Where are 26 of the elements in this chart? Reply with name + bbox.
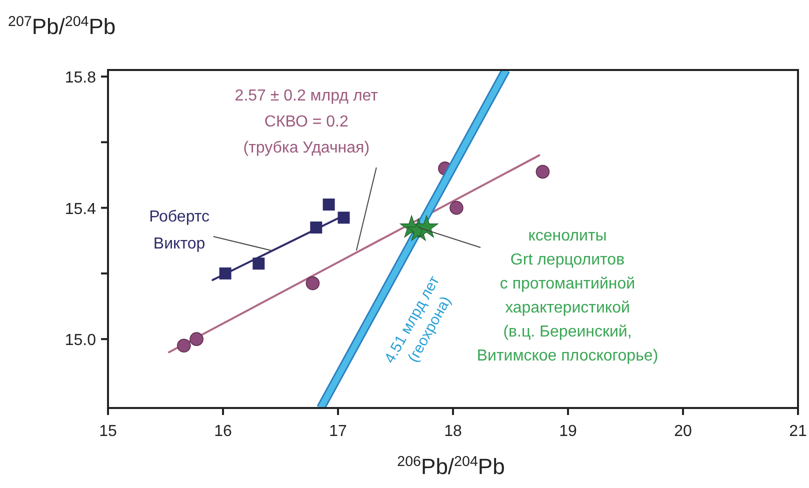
y-tick-label: 15.0 — [64, 332, 96, 350]
annotation: ксенолиты Grt лерцолитов с протомантийной характеристикой (в.ц. Береинский, Витимское плоскогорье) — [476, 228, 658, 365]
annotation: 2.57 ± 0.2 млрд лет СКВО = 0.2 (трубка Удачная) — [234, 87, 379, 156]
point — [338, 212, 350, 224]
point — [177, 338, 191, 353]
x-tick-label: 20 — [674, 423, 692, 440]
point — [322, 198, 335, 211]
point — [450, 200, 464, 215]
y-tick-label: 15.8 — [64, 70, 96, 87]
x-tick-label: 19 — [559, 423, 577, 440]
x-axis-title: $^{206}$Pb/$^{204}$Pb — [397, 454, 505, 479]
point — [414, 215, 438, 238]
y-axis-title: $^{207}$Pb/$^{204}$Pb — [8, 14, 116, 39]
y-tick-label: 15.4 — [64, 200, 96, 218]
x-tick-label: 16 — [214, 423, 232, 440]
x-tick-label: 21 — [789, 423, 807, 440]
annotation: Робертс Виктор — [149, 208, 210, 252]
point — [306, 276, 320, 290]
x-tick-label: 17 — [329, 423, 347, 440]
x-tick-label: 15 — [99, 423, 117, 440]
point — [310, 222, 322, 234]
point — [190, 332, 204, 346]
point — [219, 267, 232, 280]
point — [252, 258, 265, 270]
x-tick-label: 18 — [444, 423, 462, 440]
point — [536, 164, 550, 179]
